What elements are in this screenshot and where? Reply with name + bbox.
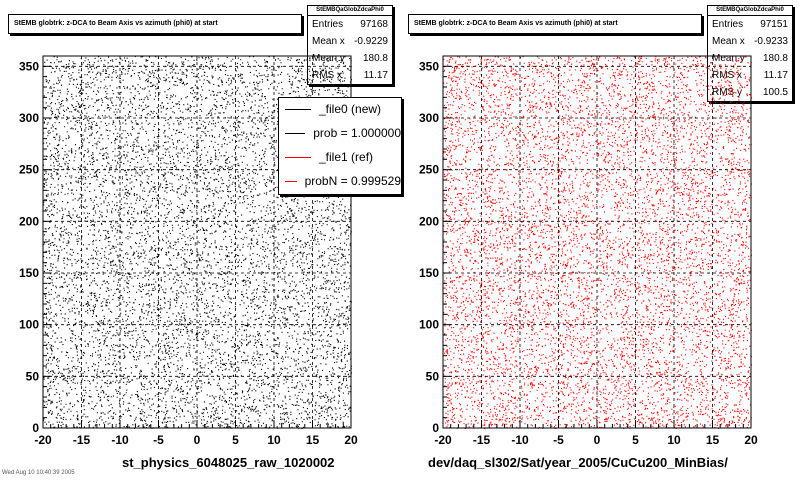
stat-value: -0.9233 [754, 36, 788, 47]
stat-label: RMS x [712, 70, 742, 81]
timestamp-footer: Wed Aug 10 10:40:39 2005 [2, 470, 75, 476]
x-tick-label: 20 [744, 433, 758, 447]
y-tick-label: 50 [426, 369, 440, 383]
stat-value: 97151 [760, 19, 788, 30]
stat-row: Mean x -0.9233 [708, 33, 792, 50]
stat-label: Mean y [712, 53, 745, 64]
y-tick-label: 200 [19, 214, 39, 228]
stat-value: 11.17 [363, 70, 388, 81]
scatter-points [443, 56, 753, 430]
y-tick-label: 50 [26, 369, 40, 383]
x-tick-label: -10 [111, 433, 129, 447]
y-tick-label: 350 [19, 59, 39, 73]
legend-entry: prob = 1.000000 [279, 122, 401, 144]
x-tick-label: 0 [194, 433, 201, 447]
right-x-axis-label: dev/daq_sl302/Sat/year_2005/CuCu200_MinB… [428, 455, 728, 470]
right-stats-rows: Entries 97151 Mean x -0.9233 Mean y 180.8 R… [708, 16, 792, 101]
stat-row: Entries 97168 [308, 16, 392, 33]
legend-entry: probN = 0.999529 [279, 170, 401, 192]
legend: _file0 (new) prob = 1.000000 _file1 (ref… [278, 97, 402, 195]
scatter-points [43, 56, 352, 430]
x-tick-label: -5 [153, 433, 164, 447]
left-x-axis-label: st_physics_6048025_raw_1020002 [122, 455, 335, 470]
stat-row: RMS x 11.17 [308, 67, 392, 84]
legend-label: probN = 0.999529 [304, 174, 401, 188]
stat-value: 180.8 [362, 53, 388, 64]
y-tick-label: 100 [419, 318, 439, 332]
right-hist-title: StEMB globtrk: z-DCA to Beam Axis vs azi… [408, 14, 702, 34]
x-tick-label: -20 [434, 433, 452, 447]
x-tick-label: -10 [511, 433, 529, 447]
stat-value: 180.8 [762, 53, 788, 64]
y-tick-label: 0 [32, 421, 39, 435]
y-tick-label: 250 [419, 163, 439, 177]
legend-entry: _file0 (new) [279, 98, 401, 120]
x-tick-label: 15 [306, 433, 320, 447]
legend-label: prob = 1.000000 [313, 126, 401, 140]
x-tick-label: 10 [267, 433, 281, 447]
stat-row: Mean x -0.9229 [308, 33, 392, 50]
stat-label: Entries [312, 19, 344, 30]
stat-label: RMS y [712, 87, 742, 98]
legend-line-new [285, 108, 311, 110]
y-tick-label: 0 [432, 421, 439, 435]
legend-label: _file0 (new) [319, 102, 382, 116]
x-tick-label: -15 [473, 433, 491, 447]
legend-line-ref [285, 156, 311, 158]
left-hist-title: StEMB globtrk: z-DCA to Beam Axis vs azi… [8, 14, 302, 34]
x-tick-label: 0 [594, 433, 601, 447]
stat-label: Entries [712, 19, 744, 30]
stat-value: 100.5 [762, 87, 788, 98]
left-stats-name: StEMBQaGlobZdcaPhi0 [308, 6, 392, 16]
stat-value: -0.9229 [354, 36, 388, 47]
y-tick-label: 350 [419, 59, 439, 73]
right-stats-box: StEMBQaGlobZdcaPhi0 Entries 97151 Mean x-… [707, 5, 793, 102]
y-tick-label: 200 [419, 214, 439, 228]
stat-row: Entries 97151 [708, 16, 792, 33]
x-tick-label: 5 [632, 433, 639, 447]
left-pad: StEMB globtrk: z-DCA to Beam Axis vs azi… [8, 5, 393, 470]
legend-line-prob [285, 132, 306, 134]
stat-label: Mean x [712, 36, 745, 47]
y-tick-label: 250 [19, 163, 39, 177]
right-stats-name: StEMBQaGlobZdcaPhi0 [708, 6, 792, 16]
y-tick-label: 100 [19, 318, 39, 332]
y-tick-label: 300 [19, 111, 39, 125]
stat-row: RMS y 100.5 [708, 84, 792, 101]
x-tick-label: 15 [706, 433, 720, 447]
stat-label: RMS x [312, 70, 342, 81]
stat-row: Mean y 180.8 [708, 50, 792, 67]
x-tick-label: 20 [344, 433, 358, 447]
y-tick-label: 150 [19, 266, 39, 280]
y-tick-label: 300 [419, 111, 439, 125]
legend-label: _file1 (ref) [319, 150, 374, 164]
stat-row: RMS x 11.17 [708, 67, 792, 84]
x-tick-label: 5 [232, 433, 239, 447]
right-pad: StEMB globtrk: z-DCA to Beam Axis vs azi… [400, 0, 800, 480]
x-tick-label: -5 [553, 433, 564, 447]
x-tick-label: -15 [73, 433, 91, 447]
x-tick-label: -20 [34, 433, 52, 447]
stat-label: Mean x [312, 36, 345, 47]
legend-entry: _file1 (ref) [279, 146, 401, 168]
stat-value: 11.17 [763, 70, 788, 81]
stat-value: 97168 [360, 19, 388, 30]
legend-line-probn [285, 180, 297, 182]
x-tick-label: 10 [667, 433, 681, 447]
y-tick-label: 150 [419, 266, 439, 280]
